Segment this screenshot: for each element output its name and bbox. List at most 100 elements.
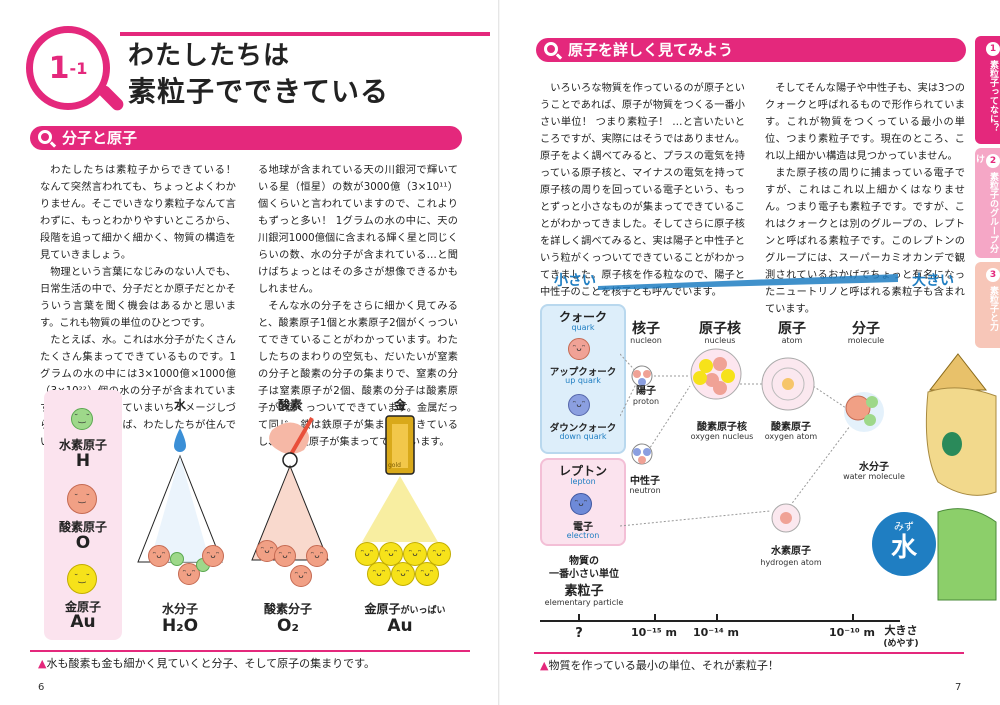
elementary-en: elementary particle (544, 598, 624, 607)
hydrogen-ball-icon: ˘‿˘ (71, 408, 93, 430)
electron-icon: ᵔᴗᵔ (570, 493, 592, 515)
gold-ball-icon: ˘‿˘ (67, 564, 97, 594)
element-symbol: O (75, 533, 91, 553)
neutron-en: neutron (629, 486, 661, 495)
element-name: 金原子 (64, 600, 101, 614)
magnifier-handle-icon (96, 83, 126, 113)
tab-number: 1 (986, 42, 1000, 56)
chapter-badge: 1 -1 (26, 26, 110, 110)
chapter-sub: -1 (69, 58, 88, 78)
page-number: 7 (955, 682, 962, 693)
hydrogen-atom-label: 水素原子 (771, 546, 811, 557)
chapter-title: わたしたちは 素粒子でできている (128, 38, 389, 110)
side-tab-3[interactable]: 3 素粒子と力 (975, 262, 1000, 348)
section-title: 原子を詳しく見てみよう (568, 41, 734, 59)
element-name: 水素原子 (58, 438, 107, 452)
chapter-title-line1: わたしたちは (128, 41, 291, 71)
section-header: 原子を詳しく見てみよう (536, 38, 966, 62)
tab-number: 3 (986, 268, 1000, 282)
oxygen-ball-icon: ᵔᴗᵔ (202, 545, 224, 567)
oxygen-ball-icon: ˘‿˘ (67, 484, 97, 514)
oxygen-ball-icon: ᵔᴗᵔ (290, 565, 312, 587)
caption: ▲水も酸素も金も細かく見ていくと分子、そして原子の集まりです。 (38, 657, 376, 670)
level-nucleus: 原子核 (699, 321, 741, 337)
proton-label: 陽子 (636, 386, 656, 397)
electron-en: electron (566, 531, 600, 540)
level-nucleon-en: nucleon (630, 336, 662, 345)
magnifier-icon (38, 130, 52, 144)
level-atom: 原子 (778, 321, 806, 337)
oxygen-nucleus-en: oxygen nucleus (690, 432, 754, 441)
element-symbol: Au (70, 612, 96, 632)
element-name: 酸素原子 (58, 520, 107, 534)
quark-en: quark (571, 323, 595, 332)
side-tab-1[interactable]: 1 素粒子ってなに？ (975, 36, 1000, 144)
chapter-title-line2: 素粒子でできている (128, 75, 390, 108)
left-page: 1 -1 わたしたちは 素粒子でできている 分子と原子 わたしたちは素粒子からでき… (0, 0, 500, 705)
oxygen-ball-icon: ᵔᴗᵔ (178, 563, 200, 585)
axis-label-3: 10⁻¹⁰ m (828, 626, 876, 639)
element-legend: ˘‿˘ 水素原子 H ˘‿˘ 酸素原子 O ˘‿˘ 金原子 Au (44, 390, 122, 640)
hydrogen-atom-en: hydrogen atom (760, 558, 822, 567)
water-formula: H₂O (161, 616, 199, 636)
oxygen-ball-icon: ᵔᴗᵔ (256, 540, 278, 562)
axis-size-label: 大きさ (884, 624, 918, 637)
section-title: 分子と原子 (62, 129, 138, 147)
lepton-en: lepton (570, 477, 596, 486)
oxygen-atom-label: 酸素原子 (771, 422, 811, 433)
scale-small-label: 小さい (554, 273, 596, 289)
element-symbol: H (75, 451, 91, 471)
caption-text: 水も酸素も金も細かく見ていくと分子、そして原子の集まりです。 (46, 657, 376, 670)
scale-big-label: 大きい (912, 273, 954, 289)
mizu-kanji: 水 (890, 533, 917, 563)
level-nucleon: 核子 (632, 321, 660, 337)
water-molecule-label: 水分子 (859, 462, 889, 473)
scale-arrow (598, 274, 898, 290)
water-molecule-en: water molecule (843, 472, 905, 481)
axis-size-sub: (めやす) (883, 639, 919, 649)
up-quark-en: up quark (565, 376, 601, 385)
column-head-water: 水 (173, 398, 186, 412)
gold-label-suffix: がいっぱい (400, 606, 446, 616)
up-quark-label: アップクォーク (549, 367, 617, 378)
oxygen-molecule-label: 酸素分子 (263, 602, 312, 616)
down-quark-icon: ᵔᴗᵔ (568, 394, 590, 416)
oxygen-cone (251, 416, 329, 561)
column-head-gold: 金 (393, 398, 406, 412)
left-column-2: る地球が含まれている天の川銀河で輝いている星（恒星）の数が3000億（3×10¹… (258, 162, 458, 451)
right-column-1: いろいろな物質を作っているのが原子ということであれば、原子が物質をつくる一番小さ… (540, 80, 745, 301)
section-header: 分子と原子 (30, 126, 462, 150)
tab-label: 素粒子ってなに？ (988, 60, 998, 132)
axis-tick (852, 614, 854, 622)
oxygen-atom-en: oxygen atom (764, 432, 818, 441)
paragraph: そしてそんな陽子や中性子も、実は3つのクォークと呼ばれるもので形作られています。… (765, 83, 965, 162)
hydrogen-ball-icon (170, 552, 184, 566)
up-quark-icon: ᵔᴗᵔ (568, 338, 590, 360)
axis-tick (654, 614, 656, 622)
axis-tick (578, 614, 580, 622)
water-molecule-label: 水分子 (161, 602, 198, 616)
side-tab-2[interactable]: 2素粒子のグループ分け (974, 148, 1000, 258)
tab-label: 素粒子と力 (988, 286, 998, 331)
paragraph: 物理という言葉になじみのない人でも、日常生活の中で、分子だとか原子だとかそういう… (40, 267, 236, 329)
title-rule (120, 32, 490, 36)
caption-text: 物質を作っている最小の単位、それが素粒子！ (548, 659, 779, 672)
oxygen-nucleus-label: 酸素原子核 (697, 422, 747, 433)
caption: ▲物質を作っている最小の単位、それが素粒子！ (540, 659, 779, 672)
quark-box (540, 304, 626, 454)
match-icon (288, 416, 314, 458)
elementary-line1: 物質の (569, 556, 599, 567)
level-molecule: 分子 (852, 321, 880, 337)
lepton-box (540, 458, 626, 546)
oxygen-ball-icon: ᵔᴗᵔ (306, 545, 328, 567)
oxygen-ball-icon: ᵔᴗᵔ (274, 545, 296, 567)
paragraph: そんな水の分子をさらに細かく見てみると、酸素原子1個と水素原子2個がくっついてで… (258, 301, 458, 448)
gold-bar-text: gold (388, 462, 401, 469)
level-atom-en: atom (781, 336, 803, 345)
page-number: 6 (38, 682, 45, 693)
level-nucleus-en: nucleus (704, 336, 736, 345)
down-quark-label: ダウンクォーク (549, 423, 617, 434)
quark-title: クォーク (558, 310, 607, 324)
elementary-line2: 一番小さい単位 (549, 569, 619, 580)
axis-label-q: ? (575, 626, 583, 641)
